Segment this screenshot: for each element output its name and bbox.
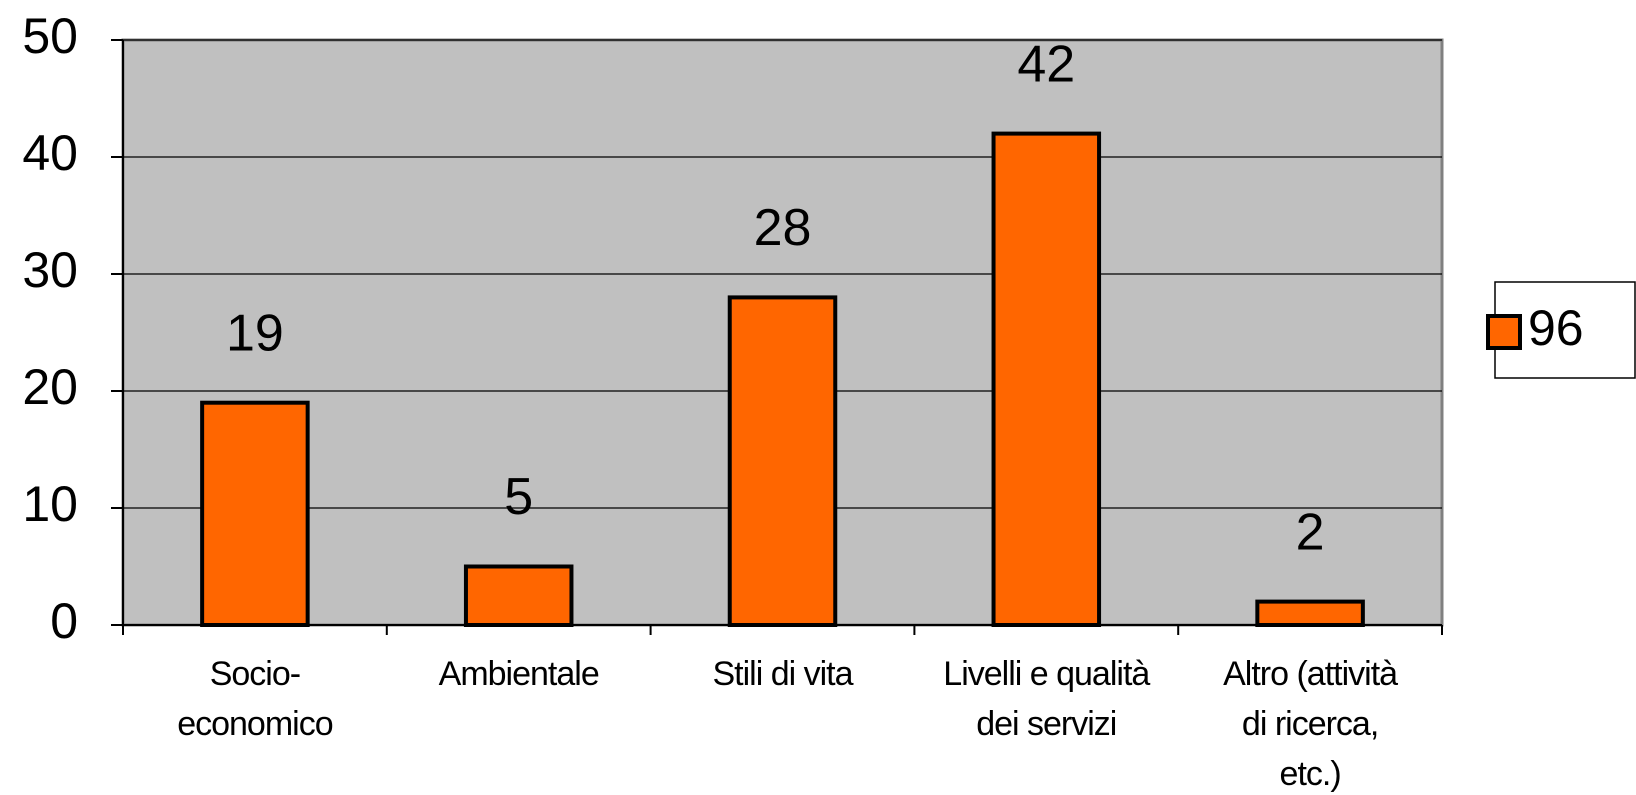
data-label: 5 <box>504 468 533 526</box>
y-tick-label: 10 <box>22 476 78 532</box>
y-tick-label: 40 <box>22 125 78 181</box>
x-tick-label: Ambientale <box>439 655 599 693</box>
y-tick-label: 0 <box>50 593 78 649</box>
legend-swatch <box>1486 314 1522 350</box>
bar <box>727 295 838 627</box>
data-label: 28 <box>754 199 812 257</box>
x-tick-label: Stili di vita <box>712 655 853 693</box>
data-label: 2 <box>1296 503 1325 561</box>
data-label: 42 <box>1017 35 1075 93</box>
bar <box>1255 599 1365 627</box>
y-tick-label: 30 <box>22 242 78 298</box>
y-tick-label: 20 <box>22 359 78 415</box>
bar <box>991 131 1102 627</box>
legend-label: 96 <box>1528 300 1584 356</box>
x-tick-label: Livelli e qualità <box>943 655 1150 693</box>
data-label: 19 <box>226 304 284 362</box>
bar <box>463 564 574 627</box>
bar <box>200 400 310 628</box>
y-tick-label: 50 <box>22 8 78 64</box>
x-tick-label: etc.) <box>1280 755 1341 793</box>
x-tick-label: Socio- <box>210 655 300 693</box>
x-tick-label: Altro (attività <box>1223 655 1398 693</box>
x-tick-label: dei servizi <box>976 705 1116 743</box>
x-tick-label: economico <box>177 705 333 743</box>
x-tick-label: di ricerca, <box>1242 705 1378 743</box>
